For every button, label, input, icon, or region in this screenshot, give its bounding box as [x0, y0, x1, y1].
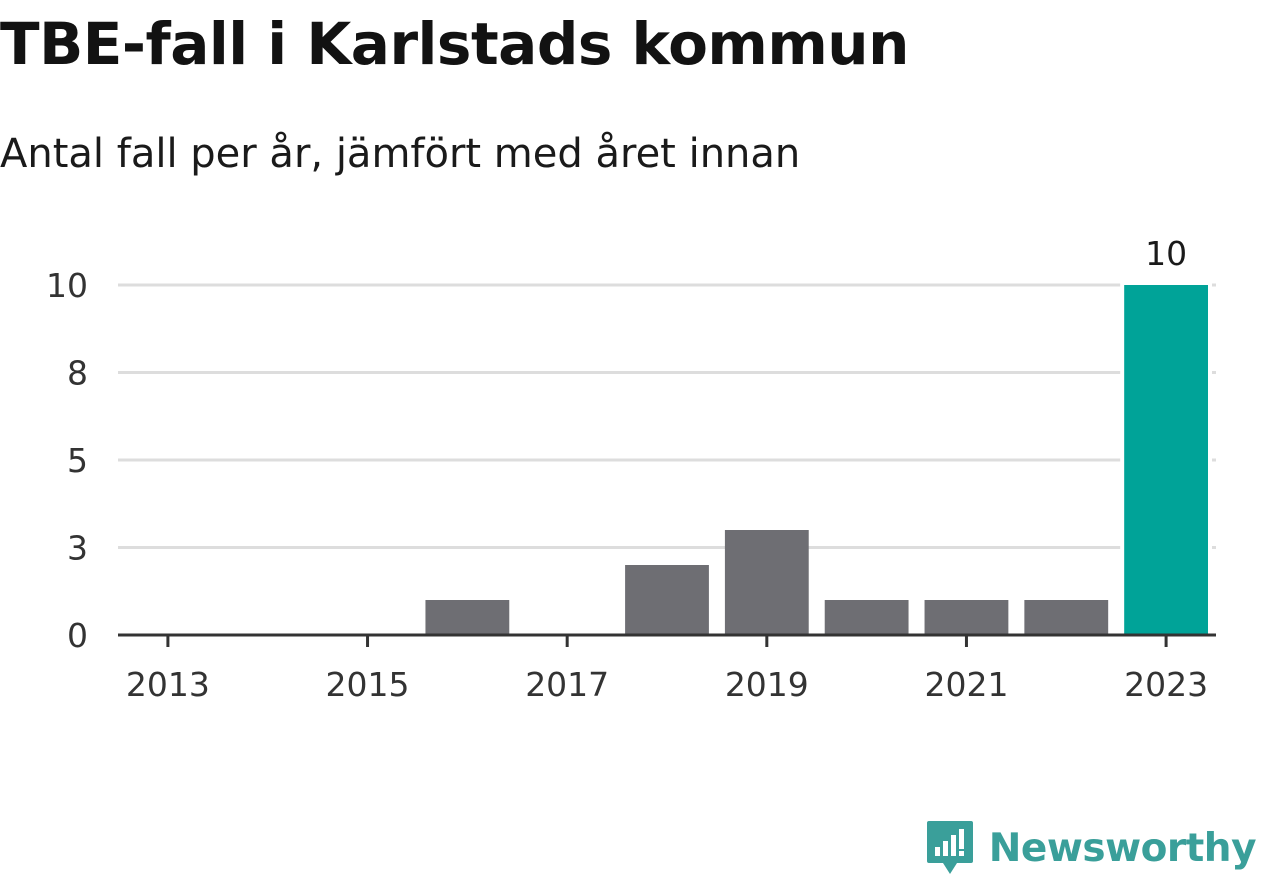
bars	[425, 282, 1212, 635]
brand-name: Newsworthy	[988, 825, 1257, 871]
y-tick-labels: 0 3 5 8 10	[46, 266, 88, 655]
x-tick-label: 2017	[525, 665, 609, 704]
bar-chart: 0 3 5 8 10 2013 2015 2017 2019 2021 2023 10	[46, 234, 1216, 704]
bar	[724, 530, 809, 635]
bar	[924, 600, 1009, 635]
bar	[625, 565, 709, 635]
chart-speech-bubble-icon	[926, 821, 973, 874]
y-tick-label: 10	[46, 266, 88, 305]
x-tick-label: 2013	[126, 665, 210, 704]
grid-lines	[118, 283, 1216, 549]
data-label: 10	[1145, 234, 1187, 273]
chart-title: TBE-fall i Karlstads kommun	[0, 10, 909, 78]
x-tick-labels: 2013 2015 2017 2019 2021 2023	[126, 665, 1208, 704]
bar	[1024, 600, 1109, 635]
bar	[425, 600, 510, 635]
bar	[824, 600, 909, 635]
y-tick-label: 5	[67, 441, 88, 480]
x-tick-label: 2021	[924, 665, 1008, 704]
data-labels: 10	[1145, 234, 1187, 273]
bar-highlight	[1124, 285, 1208, 635]
x-axis	[118, 633, 1216, 647]
x-tick-label: 2023	[1124, 665, 1208, 704]
y-tick-label: 3	[67, 529, 88, 568]
chart-subtitle: Antal fall per år, jämfört med året inna…	[0, 131, 801, 177]
y-tick-label: 0	[67, 616, 88, 655]
brand-footer: Newsworthy	[925, 819, 1257, 877]
x-tick-label: 2015	[326, 665, 410, 704]
x-tick-label: 2019	[725, 665, 809, 704]
y-tick-label: 8	[67, 354, 88, 393]
